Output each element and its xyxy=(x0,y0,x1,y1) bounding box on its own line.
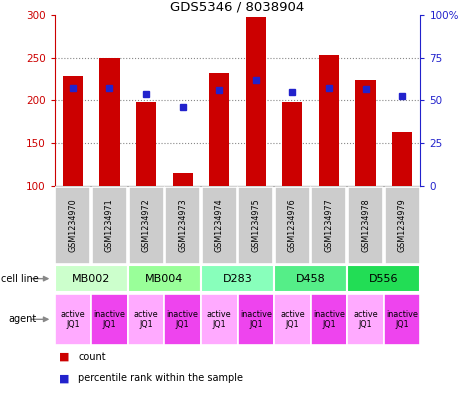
Text: inactive
JQ1: inactive JQ1 xyxy=(313,310,345,329)
Bar xyxy=(136,102,156,186)
Text: D283: D283 xyxy=(223,274,252,284)
Text: MB002: MB002 xyxy=(72,274,110,284)
Text: active
JQ1: active JQ1 xyxy=(134,310,158,329)
FancyBboxPatch shape xyxy=(92,187,127,264)
Text: cell line: cell line xyxy=(1,274,39,284)
Bar xyxy=(319,55,339,186)
FancyBboxPatch shape xyxy=(201,265,274,292)
Bar xyxy=(209,73,229,186)
Text: ■: ■ xyxy=(59,373,70,383)
FancyBboxPatch shape xyxy=(201,294,238,345)
FancyBboxPatch shape xyxy=(274,294,311,345)
Text: GSM1234971: GSM1234971 xyxy=(105,198,114,252)
Text: active
JQ1: active JQ1 xyxy=(61,310,85,329)
FancyBboxPatch shape xyxy=(238,187,273,264)
Text: GSM1234975: GSM1234975 xyxy=(251,198,260,252)
Text: inactive
JQ1: inactive JQ1 xyxy=(167,310,199,329)
Text: GSM1234972: GSM1234972 xyxy=(142,198,151,252)
FancyBboxPatch shape xyxy=(312,187,346,264)
FancyBboxPatch shape xyxy=(347,294,384,345)
FancyBboxPatch shape xyxy=(348,187,383,264)
FancyBboxPatch shape xyxy=(311,294,347,345)
Text: count: count xyxy=(78,352,106,362)
FancyBboxPatch shape xyxy=(91,294,128,345)
Text: inactive
JQ1: inactive JQ1 xyxy=(240,310,272,329)
Text: GSM1234974: GSM1234974 xyxy=(215,198,224,252)
Text: GSM1234978: GSM1234978 xyxy=(361,198,370,252)
FancyBboxPatch shape xyxy=(55,294,91,345)
Text: D458: D458 xyxy=(296,274,325,284)
FancyBboxPatch shape xyxy=(202,187,237,264)
Bar xyxy=(99,58,120,186)
Bar xyxy=(63,77,83,186)
FancyBboxPatch shape xyxy=(274,265,347,292)
Title: GDS5346 / 8038904: GDS5346 / 8038904 xyxy=(171,1,304,14)
FancyBboxPatch shape xyxy=(164,294,201,345)
Bar xyxy=(246,17,266,186)
FancyBboxPatch shape xyxy=(238,294,274,345)
FancyBboxPatch shape xyxy=(128,294,164,345)
Text: active
JQ1: active JQ1 xyxy=(207,310,231,329)
Text: active
JQ1: active JQ1 xyxy=(280,310,304,329)
FancyBboxPatch shape xyxy=(55,265,128,292)
FancyBboxPatch shape xyxy=(165,187,200,264)
Text: GSM1234977: GSM1234977 xyxy=(324,198,333,252)
FancyBboxPatch shape xyxy=(385,187,419,264)
Text: inactive
JQ1: inactive JQ1 xyxy=(386,310,418,329)
Text: active
JQ1: active JQ1 xyxy=(353,310,378,329)
Text: D556: D556 xyxy=(369,274,399,284)
FancyBboxPatch shape xyxy=(128,265,201,292)
Text: GSM1234976: GSM1234976 xyxy=(288,198,297,252)
FancyBboxPatch shape xyxy=(129,187,163,264)
FancyBboxPatch shape xyxy=(384,294,420,345)
Text: ■: ■ xyxy=(59,352,70,362)
Text: percentile rank within the sample: percentile rank within the sample xyxy=(78,373,243,383)
Text: agent: agent xyxy=(9,314,37,324)
FancyBboxPatch shape xyxy=(347,265,420,292)
FancyBboxPatch shape xyxy=(275,187,310,264)
Text: GSM1234970: GSM1234970 xyxy=(68,198,77,252)
Text: MB004: MB004 xyxy=(145,274,183,284)
Text: GSM1234973: GSM1234973 xyxy=(178,198,187,252)
FancyBboxPatch shape xyxy=(56,187,90,264)
Bar xyxy=(392,132,412,186)
Text: GSM1234979: GSM1234979 xyxy=(398,198,407,252)
Bar xyxy=(172,173,193,186)
Bar xyxy=(355,80,376,186)
Bar xyxy=(282,102,303,186)
Text: inactive
JQ1: inactive JQ1 xyxy=(94,310,125,329)
